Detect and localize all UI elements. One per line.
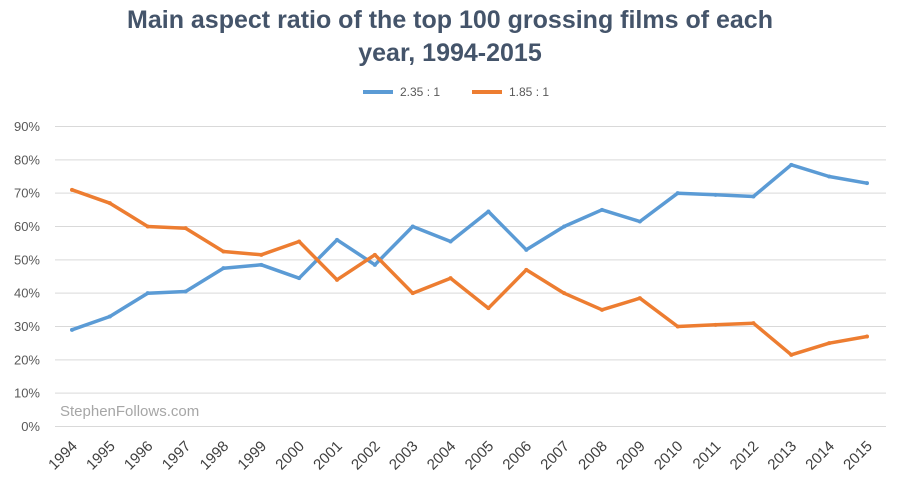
- data-point: [448, 239, 453, 244]
- y-tick-label: 50%: [14, 252, 40, 267]
- x-tick-label: 2015: [840, 438, 876, 474]
- data-point: [372, 262, 377, 267]
- x-tick-label: 2012: [727, 438, 763, 474]
- x-tick-label: 1994: [45, 438, 81, 474]
- y-tick-label: 70%: [14, 186, 40, 201]
- data-point: [637, 296, 642, 301]
- data-point: [675, 191, 680, 196]
- data-point: [637, 219, 642, 224]
- x-tick-label: 2010: [651, 438, 687, 474]
- x-tick-label: 1995: [83, 438, 119, 474]
- data-point: [107, 314, 112, 319]
- series-lines: [70, 162, 869, 357]
- data-point: [600, 207, 604, 212]
- data-point: [713, 322, 718, 327]
- data-point: [486, 306, 491, 311]
- data-point: [410, 291, 415, 296]
- x-tick-label: 2011: [690, 438, 725, 473]
- data-point: [70, 187, 74, 192]
- x-tick-label: 2013: [764, 438, 800, 474]
- x-tick-label: 2014: [802, 438, 838, 474]
- x-tick-label: 2006: [499, 438, 535, 474]
- x-tick-label: 2008: [575, 438, 611, 474]
- data-point: [486, 209, 491, 214]
- x-axis-ticks: 1994 1995 1996 1997 1998 1999 2000 2001 2002 2003…: [45, 438, 876, 474]
- gridlines: [55, 126, 886, 427]
- x-tick-label: 1998: [197, 438, 233, 474]
- watermark: StephenFollows.com: [60, 403, 199, 420]
- x-tick-label: 2007: [537, 438, 573, 474]
- series-line-185: [70, 188, 869, 357]
- data-point: [789, 162, 794, 167]
- y-tick-label: 0%: [21, 419, 40, 434]
- x-tick-label: 2004: [424, 438, 460, 474]
- data-point: [751, 194, 756, 199]
- data-point: [221, 266, 226, 271]
- x-tick-label: 2000: [272, 438, 308, 474]
- y-axis-ticks: 0% 10% 20% 30% 40% 50% 60% 70% 80% 90%: [14, 119, 40, 434]
- y-tick-label: 30%: [14, 319, 40, 334]
- series-line-235: [70, 163, 869, 332]
- x-tick-label: 1999: [234, 438, 270, 474]
- x-tick-label: 1996: [121, 438, 157, 474]
- x-tick-label: 2009: [613, 438, 649, 474]
- data-point: [183, 289, 188, 294]
- data-point: [865, 334, 869, 339]
- data-point: [70, 327, 74, 332]
- data-point: [410, 224, 415, 229]
- data-point: [145, 224, 150, 229]
- data-point: [675, 324, 680, 329]
- data-point: [713, 192, 718, 197]
- data-point: [827, 341, 832, 346]
- data-point: [107, 201, 112, 206]
- data-point: [524, 247, 529, 252]
- y-tick-label: 80%: [14, 152, 40, 167]
- x-tick-label: 2002: [348, 438, 384, 474]
- chart-title-line-1: Main aspect ratio of the top 100 grossin…: [127, 6, 773, 34]
- data-point: [562, 291, 567, 296]
- data-point: [259, 262, 264, 267]
- y-tick-label: 40%: [14, 286, 40, 301]
- data-point: [145, 291, 150, 296]
- chart-title: Main aspect ratio of the top 100 grossin…: [0, 4, 900, 70]
- x-tick-label: 2003: [386, 438, 422, 474]
- legend-label-235: 2.35 : 1: [400, 85, 440, 99]
- data-point: [183, 226, 188, 231]
- x-tick-label: 1997: [159, 438, 195, 474]
- x-tick-label: 2005: [462, 438, 498, 474]
- data-point: [221, 249, 226, 254]
- data-point: [335, 277, 339, 282]
- data-point: [751, 321, 756, 326]
- legend: 2.35 : 1 1.85 : 1: [363, 85, 549, 99]
- data-point: [789, 352, 794, 357]
- data-point: [827, 174, 832, 179]
- data-point: [865, 181, 869, 186]
- data-point: [600, 307, 604, 312]
- data-point: [297, 276, 302, 281]
- x-tick-label: 2001: [310, 438, 346, 474]
- y-tick-label: 90%: [14, 119, 40, 134]
- data-point: [372, 252, 377, 257]
- data-point: [562, 224, 567, 229]
- data-point: [297, 239, 302, 244]
- data-point: [335, 237, 339, 242]
- legend-label-185: 1.85 : 1: [509, 85, 549, 99]
- data-point: [524, 267, 529, 272]
- y-tick-label: 60%: [14, 219, 40, 234]
- data-point: [448, 276, 453, 281]
- data-point: [259, 252, 264, 257]
- y-tick-label: 10%: [14, 386, 40, 401]
- chart-title-line-2: year, 1994-2015: [358, 39, 542, 67]
- y-tick-label: 20%: [14, 352, 40, 367]
